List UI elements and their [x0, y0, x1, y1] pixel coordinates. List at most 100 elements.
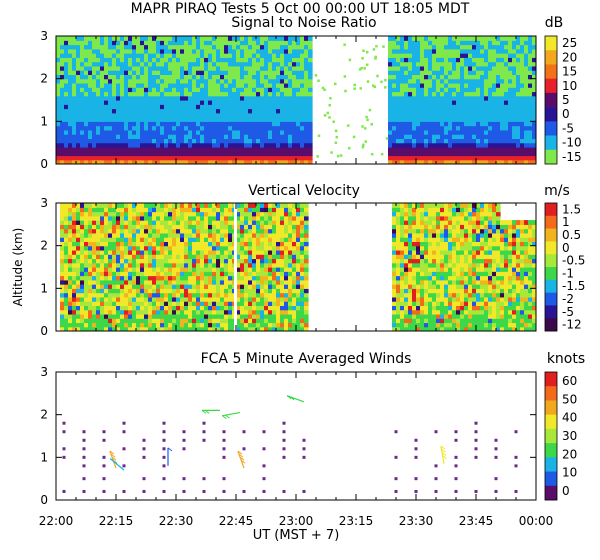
velocity-cell — [140, 215, 145, 221]
velocity-cell — [280, 215, 285, 221]
velocity-cell — [264, 220, 269, 225]
snr-cell — [252, 57, 257, 63]
velocity-cell — [280, 224, 285, 230]
velocity-cell — [168, 322, 173, 328]
snr-cell — [524, 74, 529, 80]
velocity-cell — [276, 249, 281, 255]
velocity-cell — [208, 228, 213, 234]
snr-cell — [488, 82, 493, 88]
snr-cell — [392, 117, 397, 122]
snr-cell — [116, 95, 121, 101]
velocity-cell — [160, 203, 165, 208]
velocity-cell — [136, 288, 141, 294]
velocity-cell — [124, 288, 129, 294]
snr-cell — [396, 74, 401, 80]
snr-cell — [300, 78, 305, 84]
velocity-cell — [88, 245, 93, 251]
velocity-cell — [280, 326, 285, 331]
snr-cell — [60, 57, 65, 63]
velocity-cell — [272, 262, 277, 268]
snr-cell — [456, 57, 461, 63]
velocity-cell — [172, 215, 177, 221]
velocity-cell — [172, 326, 177, 331]
snr-cell — [100, 134, 105, 139]
snr-cell — [68, 70, 73, 75]
snr-cell — [456, 104, 461, 110]
snr-cell — [476, 82, 481, 88]
snr-cell — [60, 117, 65, 122]
snr-cell — [516, 36, 521, 41]
snr-cell — [404, 82, 409, 88]
snr-cell — [244, 61, 249, 67]
snr-cell — [396, 36, 401, 41]
snr-cell — [76, 36, 81, 41]
snr-cell — [188, 155, 193, 161]
velocity-cell — [236, 224, 241, 230]
snr-cell — [460, 44, 465, 50]
snr-cell — [292, 36, 297, 41]
snr-cell — [268, 121, 273, 127]
velocity-cell — [136, 313, 141, 319]
velocity-cell — [240, 207, 245, 213]
snr-cell — [284, 70, 289, 75]
velocity-cell — [240, 284, 245, 289]
snr-cell — [512, 159, 517, 164]
snr-cell — [252, 138, 257, 144]
snr-cell — [228, 134, 233, 139]
snr-cell — [204, 159, 209, 164]
snr-cell — [168, 138, 173, 144]
snr-cell — [296, 95, 301, 101]
velocity-cell — [244, 249, 249, 255]
snr-cell — [156, 108, 161, 114]
snr-cell — [56, 159, 61, 164]
snr-cell — [260, 91, 265, 97]
velocity-cell — [288, 207, 293, 213]
snr-cell — [224, 78, 229, 84]
snr-cell — [284, 151, 289, 157]
velocity-cell — [188, 284, 193, 289]
velocity-cell — [228, 241, 233, 247]
snr-cell — [468, 142, 473, 148]
snr-cell — [404, 100, 409, 105]
velocity-cell — [272, 284, 277, 289]
snr-cell — [164, 78, 169, 84]
velocity-cell — [212, 326, 217, 331]
velocity-cell — [72, 305, 77, 311]
snr-cell — [132, 104, 137, 110]
snr-cell — [476, 36, 481, 41]
snr-cell — [176, 74, 181, 80]
velocity-cell — [192, 228, 197, 234]
snr-cell — [56, 57, 61, 63]
snr-cell — [484, 121, 489, 127]
velocity-cell — [268, 301, 273, 306]
snr-cell — [228, 57, 233, 63]
velocity-cell — [128, 220, 133, 225]
snr-cell — [416, 61, 421, 67]
snr-cell — [440, 159, 445, 164]
snr-cell — [180, 142, 185, 148]
velocity-cell — [208, 267, 213, 272]
snr-cell — [452, 159, 457, 164]
velocity-cell — [124, 275, 129, 281]
snr-cell — [76, 129, 81, 135]
velocity-cell — [80, 326, 85, 331]
snr-cell — [204, 100, 209, 105]
snr-cell — [220, 121, 225, 127]
snr-cell — [108, 121, 113, 127]
snr-cell — [396, 61, 401, 67]
velocity-cell — [240, 215, 245, 221]
snr-cell — [448, 40, 453, 46]
velocity-cell — [148, 279, 153, 285]
velocity-cell — [288, 301, 293, 306]
velocity-cell — [156, 284, 161, 289]
snr-cell — [244, 134, 249, 139]
snr-cell — [392, 40, 397, 46]
snr-speckle — [370, 152, 374, 156]
snr-cell — [208, 142, 213, 148]
velocity-cell — [136, 318, 141, 324]
velocity-cell — [152, 211, 157, 217]
snr-cell — [512, 44, 517, 50]
snr-cell — [88, 121, 93, 127]
snr-speckle — [346, 124, 350, 127]
snr-cell — [244, 48, 249, 54]
